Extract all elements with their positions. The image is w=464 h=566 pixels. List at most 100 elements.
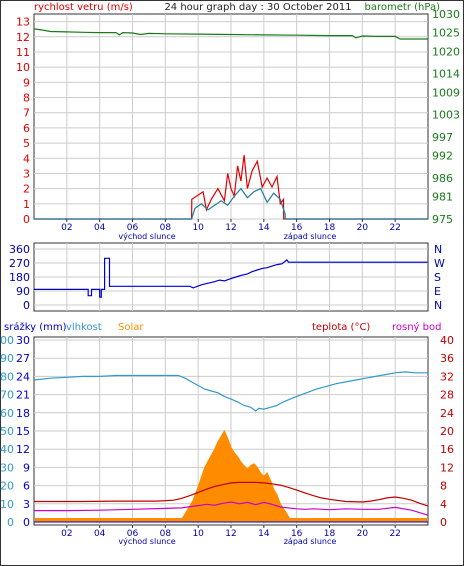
rain-tick-label: 6	[23, 480, 30, 493]
temperature-tick-label: 4	[440, 498, 447, 511]
time-tick-label: 02	[61, 223, 72, 233]
time-tick-label: 22	[389, 223, 400, 233]
wind-tick-label: 10	[16, 61, 30, 74]
pressure-tick-label: 1014	[432, 68, 460, 81]
time-tick-label: 20	[357, 529, 369, 539]
wind-pressure-series	[33, 28, 428, 220]
temperature-tick-label: 36	[440, 352, 454, 365]
direction-tick-label: 180	[9, 271, 30, 284]
wind-tick-label: 1	[23, 198, 30, 211]
temperature-tick-label: 20	[440, 425, 454, 438]
pressure-axis-title: barometr (hPa)	[365, 2, 441, 13]
pressure-tick-label: 986	[432, 172, 453, 185]
climate-time-axis: 02 04 06 08 10 12 14 16 18 20 22	[61, 525, 401, 539]
direction-tick-label: 0	[23, 299, 30, 312]
sunrise-label-top: východ slunce	[118, 232, 175, 241]
time-tick-label: 04	[94, 223, 106, 233]
rain-humidity-axis: 0010320630940125015601870218024902710030	[0, 334, 30, 529]
time-tick-label: 10	[192, 223, 204, 233]
humidity-tick-label: 100	[0, 334, 14, 347]
wind-pressure-time-axis: 02 04 06 08 10 12 14 16 18 20 22	[61, 219, 401, 233]
rain-tick-label: 21	[16, 389, 30, 402]
humidity-tick-label: 90	[0, 352, 14, 365]
pressure-tick-label: 1030	[432, 8, 460, 21]
wind-tick-label: 7	[23, 107, 30, 120]
sunset-label-bottom: západ slunce	[284, 537, 337, 546]
dewpoint-line	[34, 501, 429, 516]
solar-legend: Solar	[118, 322, 144, 333]
humidity-tick-label: 10	[0, 498, 14, 511]
humidity-tick-label: 0	[7, 516, 14, 529]
wind-tick-label: 9	[23, 76, 30, 89]
compass-tick-label: S	[434, 271, 441, 284]
temperature-line	[34, 481, 429, 507]
compass-tick-label: W	[434, 257, 445, 270]
temperature-tick-label: 24	[440, 407, 454, 420]
wind-tick-label: 4	[23, 152, 30, 165]
wind-tick-label: 6	[23, 122, 30, 135]
time-tick-label: 08	[160, 529, 172, 539]
time-tick-label: 16	[291, 529, 303, 539]
wind-tick-label: 8	[23, 92, 30, 105]
wind-tick-label: 13	[16, 16, 30, 29]
time-tick-label: 18	[324, 223, 336, 233]
rain-axis-title: srážky (mm)	[4, 321, 67, 333]
wind-direction-line	[34, 257, 428, 298]
wind-tick-label: 0	[23, 213, 30, 226]
wind_avg-line	[34, 187, 428, 220]
wind-direction-series	[34, 257, 428, 298]
time-tick-label: 08	[160, 223, 172, 233]
compass-tick-label: N	[434, 243, 442, 256]
time-tick-label: 06	[127, 223, 139, 233]
time-tick-label: 14	[258, 223, 270, 233]
rain-tick-label: 27	[16, 352, 30, 365]
rain-tick-label: 15	[16, 425, 30, 438]
wind-tick-label: 5	[23, 137, 30, 150]
climate-series	[33, 371, 429, 523]
rain-tick-label: 3	[23, 498, 30, 511]
rain-tick-label: 0	[23, 516, 30, 529]
climate-panel: 0010320630940125015601870218024902710030…	[0, 334, 454, 546]
humidity-tick-label: 80	[0, 370, 14, 383]
time-tick-label: 12	[225, 223, 236, 233]
pressure-line	[33, 28, 428, 40]
humidity-legend: vlhkost	[66, 322, 102, 333]
time-tick-label: 16	[291, 223, 303, 233]
wind-tick-label: 11	[16, 46, 30, 59]
humidity-line	[33, 371, 428, 412]
temperature-tick-label: 8	[440, 480, 447, 493]
temperature-legend: teplota (°C)	[312, 322, 370, 333]
compass-tick-label: N	[434, 299, 442, 312]
wind-pressure-grid	[34, 14, 428, 220]
pressure-tick-label: 997	[432, 131, 453, 144]
pressure-tick-label: 1003	[432, 109, 460, 122]
pressure-tick-label: 1025	[432, 27, 460, 40]
time-tick-label: 02	[61, 529, 72, 539]
pressure-tick-label: 1009	[432, 86, 460, 99]
time-tick-label: 12	[225, 529, 236, 539]
solar-baseline	[35, 518, 427, 522]
temperature-tick-label: 0	[440, 516, 447, 529]
wind_gust-line	[34, 155, 428, 220]
pressure-tick-label: 975	[432, 213, 453, 226]
wind-axis-title: rychlost vetru (m/s)	[34, 2, 133, 13]
dewpoint-legend: rosný bod	[392, 321, 441, 333]
humidity-tick-label: 30	[0, 461, 14, 474]
temperature-axis: 0 4 8 12 16 20 24 28 32 36 40	[440, 334, 454, 529]
humidity-tick-label: 50	[0, 425, 14, 438]
sunrise-label-bottom: východ slunce	[118, 537, 175, 546]
compass-tick-label: E	[434, 285, 441, 298]
time-tick-label: 04	[94, 529, 106, 539]
direction-tick-label: 360	[9, 243, 30, 256]
humidity-tick-label: 60	[0, 407, 14, 420]
rain-tick-label: 24	[16, 370, 30, 383]
rain-tick-label: 9	[23, 461, 30, 474]
time-tick-label: 22	[389, 529, 400, 539]
pressure-tick-label: 992	[432, 150, 453, 163]
humidity-tick-label: 70	[0, 389, 14, 402]
humidity-tick-label: 40	[0, 443, 14, 456]
